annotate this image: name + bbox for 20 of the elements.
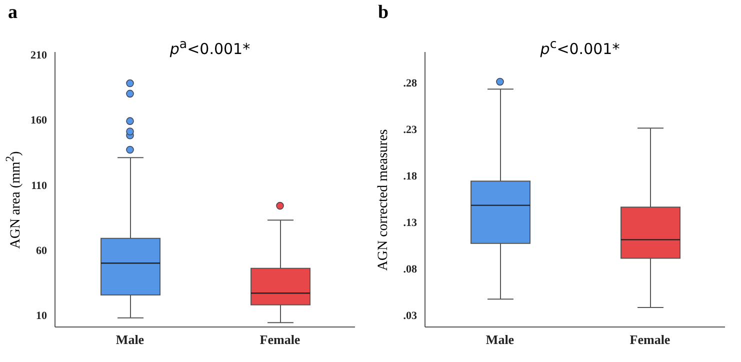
- y-tick-label: .03: [403, 310, 418, 322]
- y-tick-label: .08: [403, 263, 418, 276]
- y-tick-label: 110: [31, 180, 48, 192]
- y-tick-label: .28: [403, 78, 418, 90]
- y-tick-label: 210: [30, 50, 48, 62]
- x-tick-label: Male: [116, 332, 144, 348]
- y-axis-title: AGN corrected measures: [376, 129, 392, 271]
- y-tick-label: 10: [36, 310, 48, 322]
- y-tick-label: .13: [403, 216, 418, 229]
- y-tick-label: 60: [36, 245, 48, 258]
- x-tick-label: Male: [486, 332, 514, 348]
- x-tick-label: Female: [630, 332, 670, 348]
- y-tick-label: 160: [30, 114, 48, 127]
- text: a: [8, 2, 18, 24]
- chart-title: p$^{a}$<0.001*: [168, 36, 252, 58]
- chart-title: p$^{c}$<0.001*: [539, 36, 621, 58]
- y-tick-label: .23: [403, 124, 418, 136]
- x-tick-label: Female: [260, 332, 300, 348]
- text: b: [378, 2, 389, 24]
- y-tick-label: .18: [403, 170, 418, 182]
